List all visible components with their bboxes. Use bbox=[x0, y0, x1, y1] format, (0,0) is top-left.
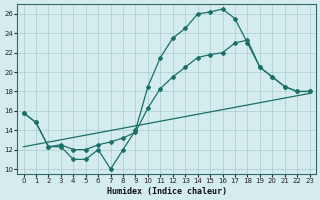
X-axis label: Humidex (Indice chaleur): Humidex (Indice chaleur) bbox=[107, 187, 227, 196]
